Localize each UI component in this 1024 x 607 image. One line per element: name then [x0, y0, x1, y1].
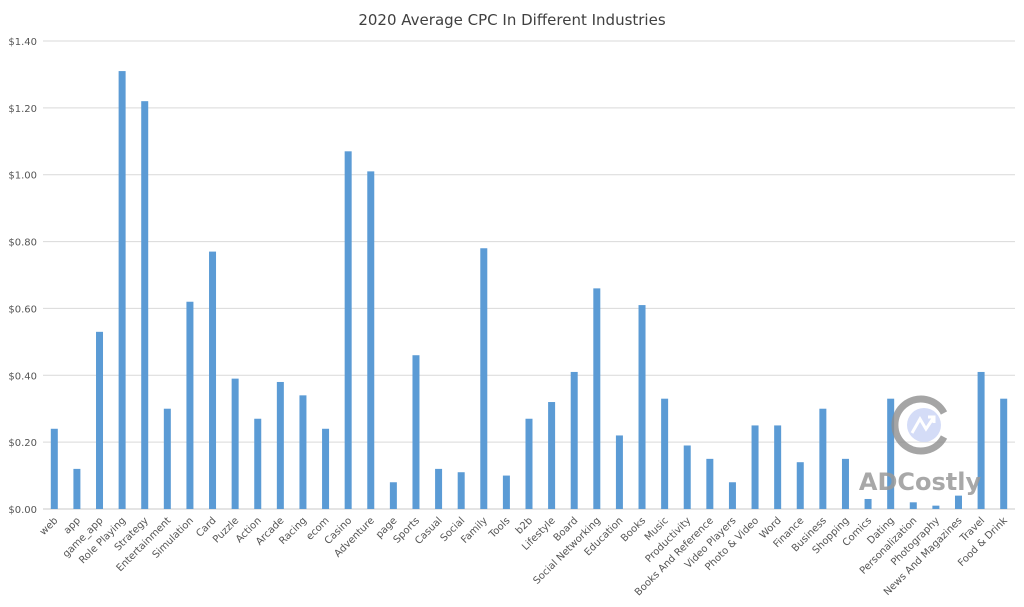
bar	[954, 495, 962, 509]
bar	[864, 498, 872, 509]
bar	[299, 395, 307, 509]
bar	[570, 371, 578, 509]
bar	[819, 408, 827, 509]
adcostly-logo-icon	[891, 395, 948, 455]
bar	[186, 301, 194, 509]
y-tick-label: $0.00	[8, 505, 37, 516]
bar	[141, 101, 149, 510]
bar	[435, 468, 443, 509]
watermark-text: ADCostly	[859, 468, 982, 496]
bar	[841, 458, 849, 509]
bar	[887, 398, 895, 509]
y-tick-label: $1.40	[8, 37, 37, 48]
bar	[389, 482, 397, 509]
y-axis-ticks: $0.00 $0.20 $0.40 $0.60 $0.80 $1.00 $1.20 $1.40	[8, 37, 37, 516]
bar	[367, 171, 375, 509]
bar	[728, 482, 736, 509]
x-tick-label: web	[38, 515, 60, 537]
bar	[977, 371, 985, 509]
bar	[480, 248, 488, 509]
bar	[254, 418, 262, 509]
bar	[706, 458, 714, 509]
bar	[231, 378, 239, 509]
y-tick-label: $0.20	[8, 438, 37, 449]
bar	[276, 381, 284, 509]
y-tick-label: $1.00	[8, 171, 37, 182]
bar	[661, 398, 669, 509]
bar	[548, 402, 556, 509]
bar	[593, 288, 601, 509]
watermark: ADCostly	[859, 395, 982, 496]
gridlines	[43, 40, 1015, 510]
x-tick-label: Books	[619, 515, 648, 544]
chart-title: 2020 Average CPC In Different Industries	[358, 11, 665, 29]
bar	[322, 428, 330, 509]
bar	[615, 435, 623, 509]
x-tick-label: Tools	[487, 515, 513, 541]
bar	[344, 151, 352, 510]
bar	[909, 502, 917, 509]
bar	[683, 445, 691, 509]
bar	[412, 355, 420, 509]
bar	[796, 462, 804, 509]
bar	[751, 425, 759, 509]
bar	[209, 251, 217, 509]
bars	[50, 71, 1008, 510]
y-tick-label: $0.60	[8, 304, 37, 315]
bar	[163, 408, 171, 509]
bar	[932, 505, 940, 509]
bar	[774, 425, 782, 509]
bar	[502, 475, 510, 509]
bar	[1000, 398, 1008, 509]
bar	[96, 331, 104, 509]
bar	[73, 468, 81, 509]
y-tick-label: $1.20	[8, 104, 37, 115]
bar	[457, 472, 465, 509]
bar	[525, 418, 533, 509]
bar	[638, 305, 646, 509]
y-tick-label: $0.40	[8, 371, 37, 382]
bar	[50, 428, 58, 509]
bar	[118, 71, 126, 509]
y-tick-label: $0.80	[8, 238, 37, 249]
